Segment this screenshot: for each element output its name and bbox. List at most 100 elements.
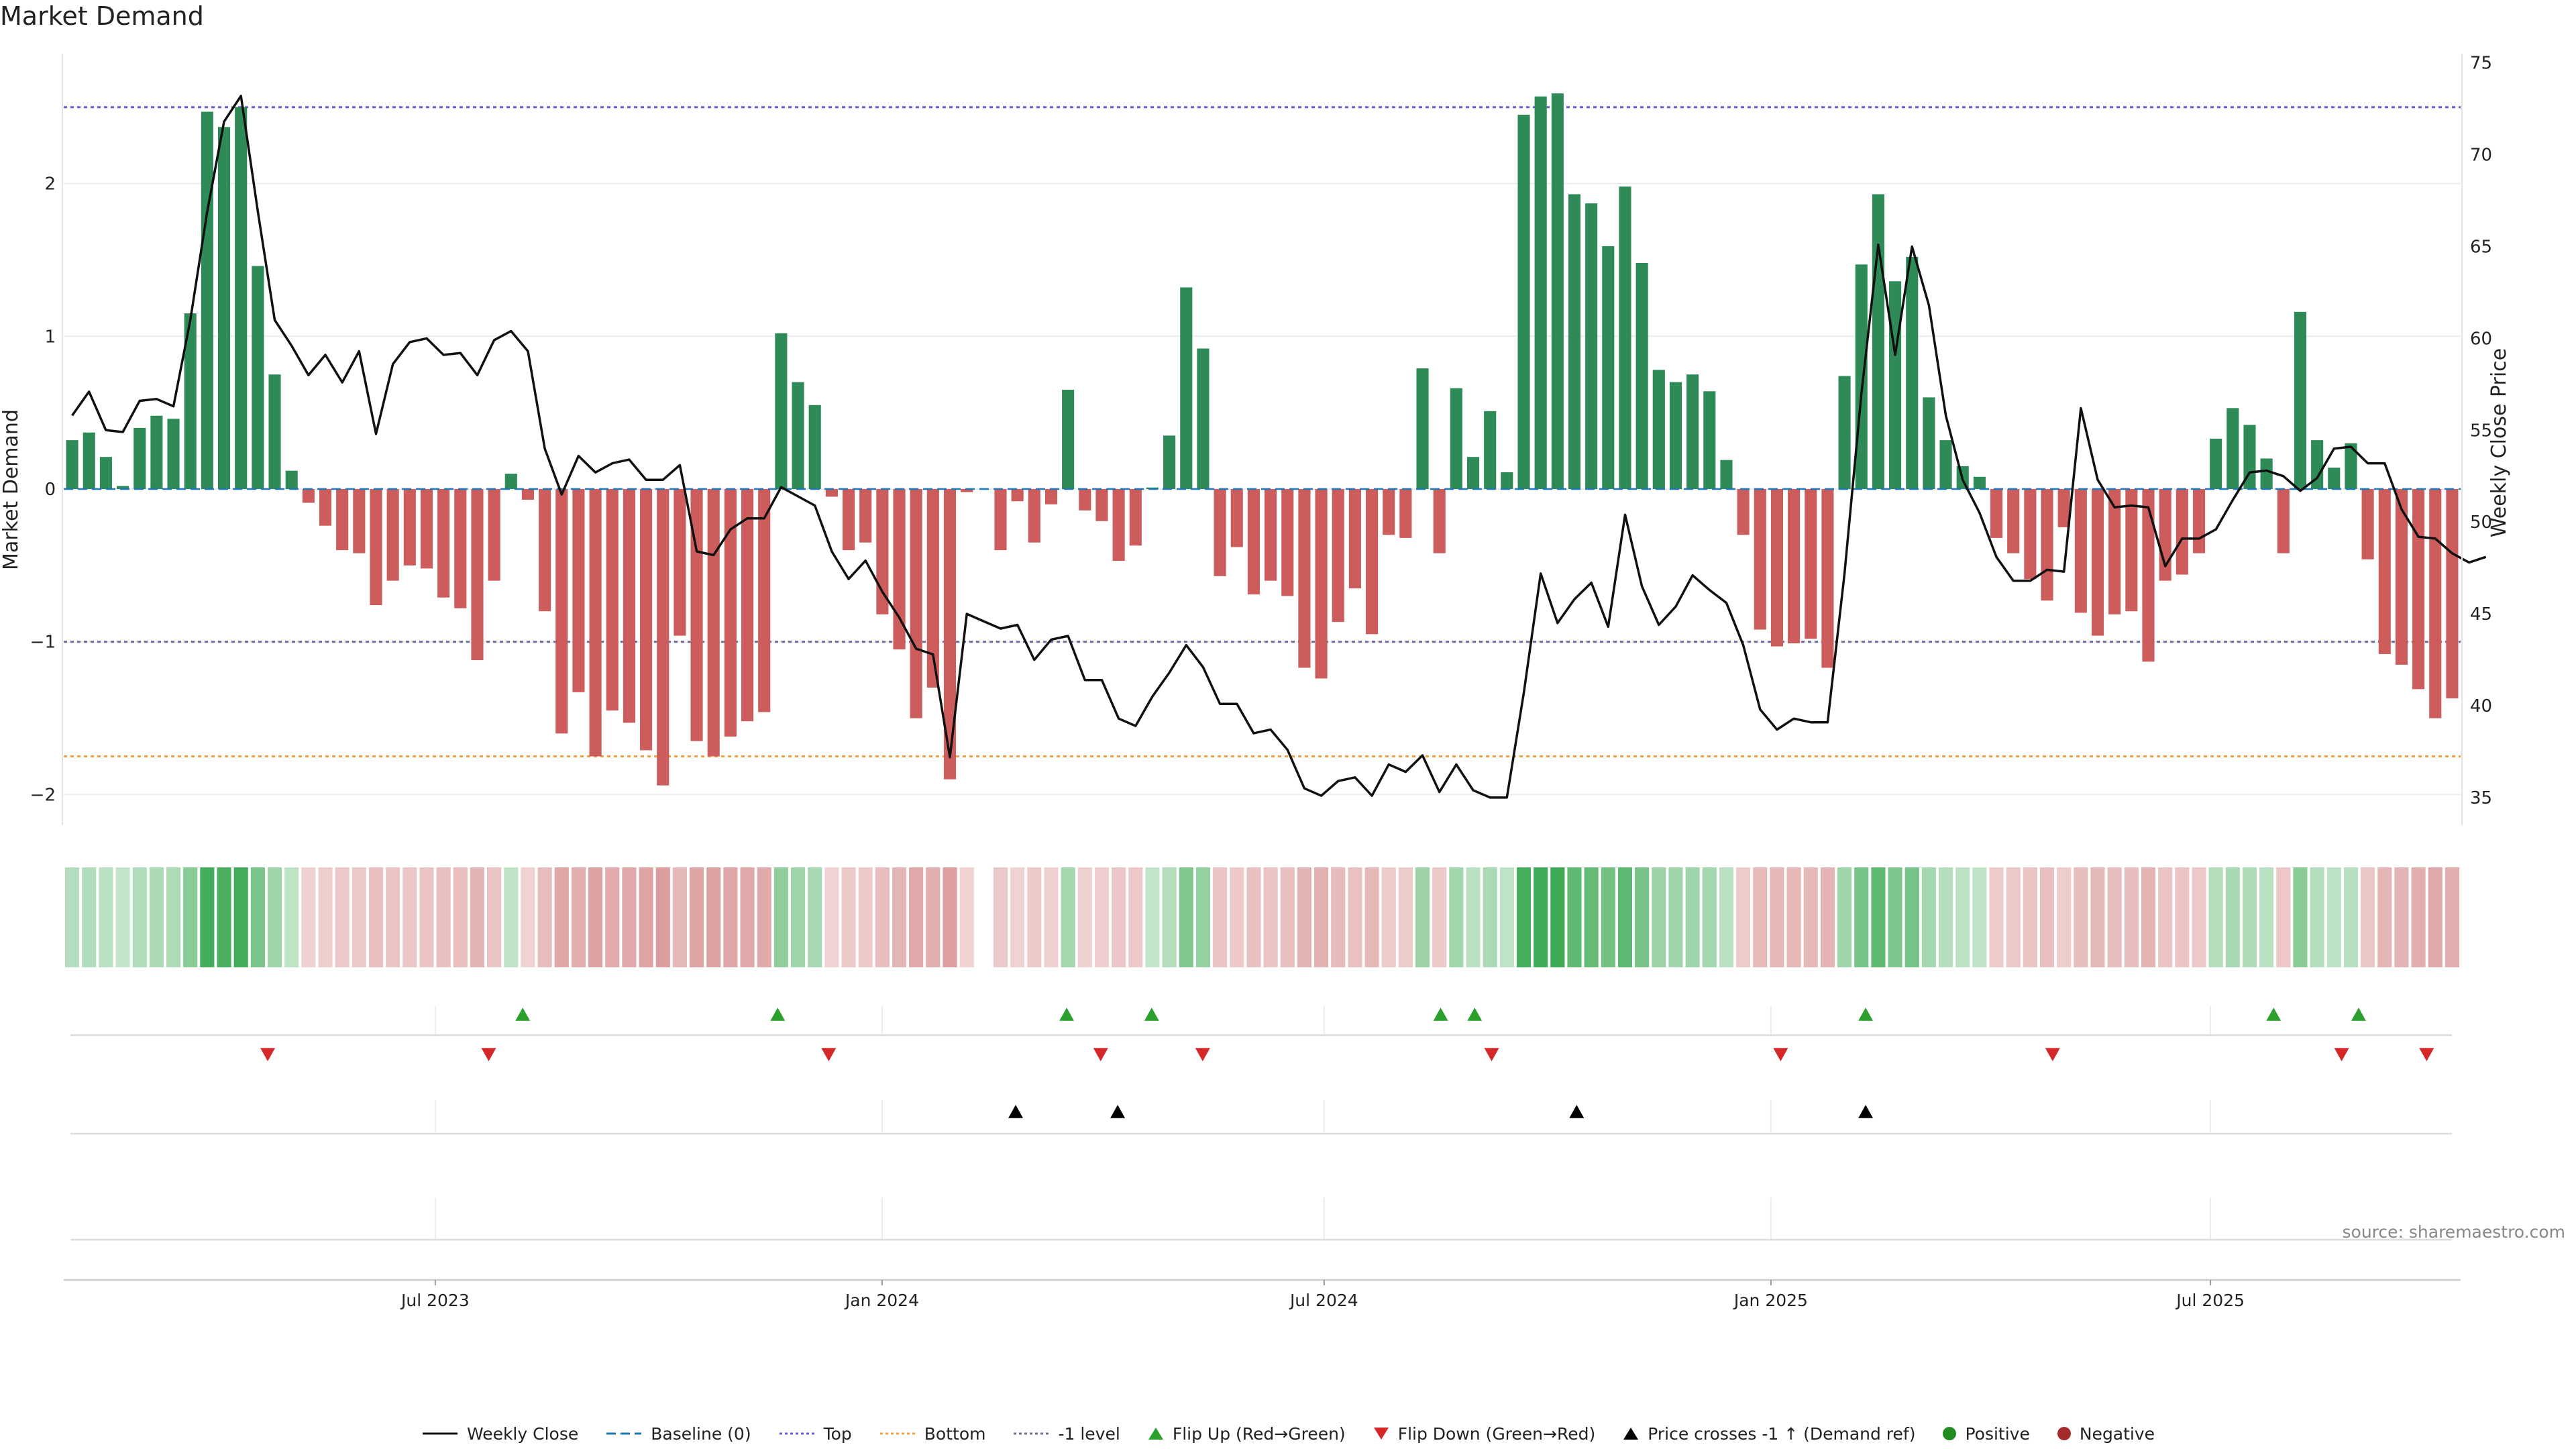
demand-bar (1872, 194, 1884, 490)
heat-cell (132, 867, 147, 967)
legend-positive-label: Positive (1965, 1424, 2030, 1444)
heat-cell (909, 867, 924, 967)
demand-bar (1112, 489, 1125, 561)
price-cross-marker (1858, 1105, 1874, 1118)
heat-cell (858, 867, 873, 967)
heat-cell (1179, 867, 1193, 967)
heat-cell (1652, 867, 1666, 967)
legend-top: Top (778, 1424, 852, 1444)
demand-bar (1669, 382, 1682, 490)
heat-cell (1534, 867, 1548, 967)
heat-cell (2411, 867, 2426, 967)
heat-cell (2158, 867, 2173, 967)
demand-bar (217, 127, 231, 490)
demand-bar (1365, 489, 1379, 635)
heat-cell (183, 867, 198, 967)
heat-cell (943, 867, 957, 967)
demand-bar (302, 489, 315, 503)
demand-bar (1011, 489, 1024, 502)
heat-cell (757, 867, 771, 967)
reference-levels (64, 106, 2461, 758)
demand-bar (1737, 489, 1750, 535)
demand-bar (1585, 203, 1598, 490)
heat-cell (773, 867, 788, 967)
heat-cell (284, 867, 299, 967)
demand-bar (2210, 438, 2222, 490)
demand-bar (1635, 262, 1648, 490)
heat-cell (723, 867, 738, 967)
demand-bar (994, 489, 1007, 551)
y-tick-label-left: 1 (44, 327, 56, 347)
flip-up-icon (1148, 1428, 1163, 1440)
demand-bar (741, 489, 754, 722)
y-tick-label-right: 50 (2470, 513, 2492, 533)
demand-bar (893, 489, 906, 650)
demand-bar (133, 427, 146, 490)
flip-up-marker (1144, 1008, 1159, 1021)
demand-bar (825, 489, 838, 497)
heat-cell (1027, 867, 1042, 967)
demand-bar (707, 489, 720, 757)
legend-flip-down-label: Flip Down (Green→Red) (1397, 1424, 1596, 1444)
heat-cell (2057, 867, 2072, 967)
heat-cell (2377, 867, 2392, 967)
demand-bar (2378, 489, 2391, 654)
heat-cell (1297, 867, 1311, 967)
heat-cell (672, 867, 687, 967)
heat-cell (2175, 867, 2190, 967)
flip-up-marker (2351, 1008, 2366, 1021)
flip-down-marker (1773, 1048, 1788, 1061)
demand-bar (386, 489, 399, 581)
legend-positive: Positive (1942, 1424, 2030, 1444)
heat-cell (2074, 867, 2088, 967)
heat-cell (217, 867, 231, 967)
demand-bar (1433, 489, 1446, 553)
heat-cell (892, 867, 907, 967)
demand-bar (640, 489, 653, 751)
demand-bar (674, 489, 686, 636)
y-tick-label-right: 60 (2470, 329, 2492, 349)
heat-cell (1280, 867, 1295, 967)
heat-cell (959, 867, 974, 967)
y-tick-label-left: −2 (30, 785, 56, 805)
heat-cell (419, 867, 434, 967)
heat-cell (2293, 867, 2308, 967)
demand-bar (1416, 368, 1429, 490)
heat-cell (1736, 867, 1751, 967)
legend-weekly-close: Weekly Close (421, 1424, 578, 1444)
demand-bar (336, 489, 349, 551)
demand-bar (1197, 348, 1210, 490)
demand-bar (1568, 194, 1581, 490)
demand-bar (99, 457, 112, 490)
demand-bar (2345, 443, 2357, 490)
legend-flip-up-label: Flip Up (Red→Green) (1172, 1424, 1346, 1444)
demand-bar (589, 489, 602, 757)
heat-cell (115, 867, 130, 967)
y-tick-label-right: 45 (2470, 604, 2492, 625)
heat-cell (1635, 867, 1650, 967)
heat-cell (824, 867, 839, 967)
heat-cell (1617, 867, 1633, 967)
heat-cell (65, 867, 80, 967)
y-tick-label-right: 35 (2470, 788, 2492, 808)
heat-cell (655, 867, 670, 967)
heat-cell (436, 867, 451, 967)
demand-bar (2429, 489, 2442, 718)
demand-bar (285, 470, 298, 490)
demand-bar (1652, 370, 1665, 490)
demand-bar (167, 419, 180, 490)
heat-cell (1803, 867, 1818, 967)
heat-cell (1955, 867, 1970, 967)
demand-bar (1028, 489, 1040, 543)
heat-cell (2090, 867, 2105, 967)
demand-bar (2057, 489, 2070, 527)
heat-cell (250, 867, 265, 967)
heat-cell (2242, 867, 2257, 967)
heat-cell (1415, 867, 1430, 967)
demand-bar (1348, 489, 1361, 589)
demand-bar (1939, 440, 1952, 490)
heat-cell (318, 867, 333, 967)
heat-cell (267, 867, 282, 967)
y-tick-label-right: 75 (2470, 54, 2492, 74)
